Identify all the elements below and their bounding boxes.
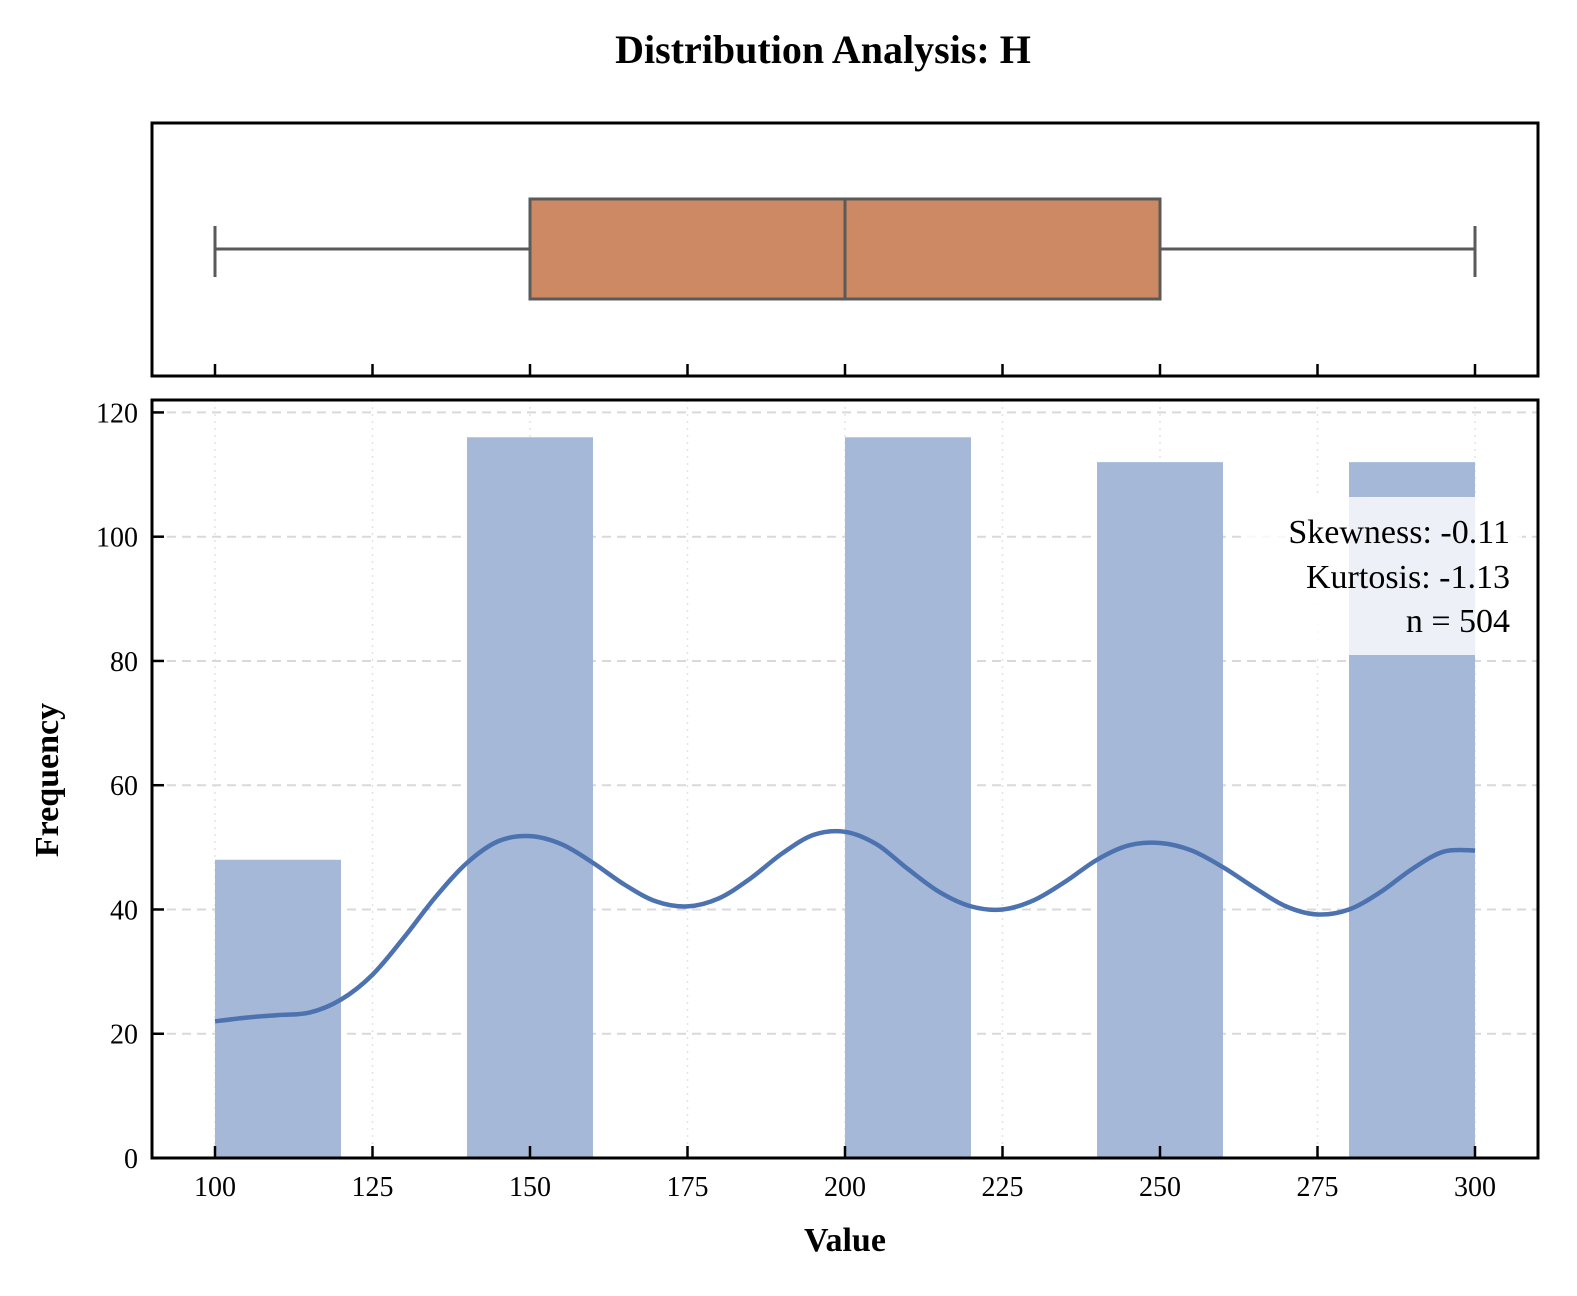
chart-title: Distribution Analysis: H: [615, 27, 1031, 72]
y-tick-label: 100: [96, 523, 138, 554]
stats-box: [1242, 497, 1522, 655]
histogram-bar: [1097, 462, 1223, 1159]
histogram-bar: [467, 437, 593, 1158]
stats-n: n = 504: [1406, 603, 1510, 640]
y-tick-label: 80: [110, 647, 138, 678]
x-tick-label: 100: [194, 1172, 236, 1203]
x-tick-label: 200: [824, 1172, 866, 1203]
y-axis-label: Frequency: [29, 703, 66, 857]
y-tick-label: 120: [96, 398, 138, 429]
histogram-panel: 100 125 150 175 200 225 250 275 300 0 20 40 60 80 100 1…: [96, 398, 1540, 1203]
x-tick-label: 150: [509, 1172, 551, 1203]
histogram-bar: [845, 437, 971, 1158]
y-tick-label: 20: [110, 1020, 138, 1051]
x-tick-label: 250: [1139, 1172, 1181, 1203]
x-tick-label: 175: [667, 1172, 709, 1203]
x-tick-label: 125: [352, 1172, 394, 1203]
kde-line: [214, 828, 1476, 1024]
y-tick-label: 60: [110, 771, 138, 802]
y-tick-label: 40: [110, 895, 138, 926]
x-tick-label: 225: [982, 1172, 1024, 1203]
y-tick-label: 0: [124, 1144, 138, 1175]
x-tick-label: 275: [1297, 1172, 1339, 1203]
stats-skewness: Skewness: -0.11: [1288, 514, 1510, 551]
x-tick-label: 300: [1454, 1172, 1496, 1203]
stats-kurtosis: Kurtosis: -1.13: [1306, 559, 1510, 596]
boxplot-panel: [150, 121, 1540, 378]
x-axis-label: Value: [804, 1222, 886, 1259]
